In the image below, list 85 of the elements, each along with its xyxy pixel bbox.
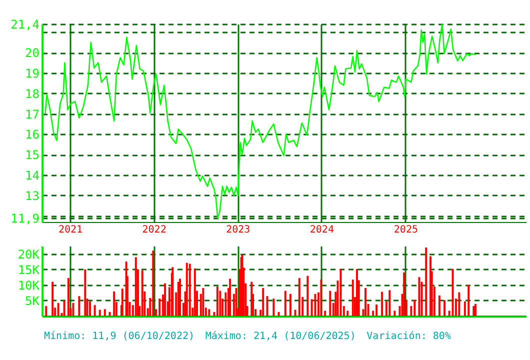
bar — [152, 250, 154, 316]
bar — [438, 295, 440, 316]
bar — [425, 248, 428, 316]
x-tick-label: 2021 — [58, 224, 83, 236]
bar — [294, 310, 296, 316]
bar — [468, 284, 470, 316]
bar — [188, 264, 191, 316]
text: Máximo: 21,4 (10/06/2025) — [205, 331, 356, 342]
y-tick-label: 17 — [25, 107, 40, 122]
y-tick-label: 18 — [25, 86, 40, 101]
bar — [194, 268, 196, 316]
bar — [284, 290, 286, 316]
y-tick-label: 15K — [18, 262, 40, 277]
bar — [474, 304, 476, 316]
bar — [298, 278, 300, 316]
bar — [84, 269, 86, 316]
bar — [278, 312, 280, 316]
y-tick-label: 11,9 — [10, 211, 40, 226]
y-tick-label: 13 — [25, 188, 40, 203]
y-tick-label: 15 — [25, 148, 40, 162]
bar — [394, 310, 396, 316]
text: Variación: 80% — [366, 331, 451, 342]
bar — [208, 309, 210, 316]
bar — [186, 262, 188, 316]
bar — [98, 310, 101, 316]
bar — [164, 283, 166, 316]
bar — [324, 310, 326, 316]
y-tick-label: 16 — [25, 128, 40, 142]
bar — [57, 302, 60, 316]
bar — [306, 276, 309, 316]
bar — [414, 300, 416, 316]
bar — [289, 294, 292, 316]
y-tick-label: 19 — [25, 66, 40, 80]
bar — [134, 257, 137, 316]
x-tick-label: 2024 — [310, 224, 334, 236]
line-series — [44, 23, 477, 219]
y-tick-label: 20K — [18, 247, 40, 262]
y-tick-label: 10K — [18, 278, 40, 292]
y-tick-label: 21,4 — [10, 18, 40, 32]
bar — [229, 278, 232, 316]
x-tick-label: 2022 — [142, 224, 166, 236]
bar — [403, 272, 406, 316]
bar — [104, 309, 106, 316]
bar — [381, 292, 384, 316]
bar — [388, 290, 391, 316]
bar — [452, 269, 454, 316]
bar — [141, 270, 144, 316]
bar — [121, 288, 124, 316]
bar — [266, 296, 268, 316]
bar — [78, 296, 80, 316]
bar — [224, 292, 227, 316]
x-tick-label: 2023 — [226, 224, 250, 236]
bar — [158, 298, 161, 316]
bar — [72, 302, 74, 316]
x-tick-label: 2025 — [394, 224, 418, 236]
bar — [216, 286, 218, 316]
y-tick-label: 14 — [25, 168, 40, 183]
y-tick-label: 20 — [25, 46, 40, 60]
bar — [472, 306, 475, 316]
bar — [458, 292, 460, 316]
bar — [320, 280, 322, 316]
bar — [272, 298, 275, 316]
bar — [443, 300, 446, 316]
bar — [172, 267, 174, 316]
bar — [352, 280, 354, 316]
bar — [262, 288, 264, 316]
bar — [340, 269, 342, 316]
bar — [52, 282, 54, 316]
bar — [108, 312, 111, 316]
text: Mínimo: 11,9 (06/10/2022) — [44, 331, 195, 342]
bar — [88, 301, 91, 316]
bar — [418, 277, 420, 316]
bar — [314, 294, 316, 316]
bar — [356, 269, 358, 316]
bar — [202, 288, 204, 316]
bar — [364, 288, 367, 316]
bar — [329, 290, 332, 316]
bar — [94, 305, 96, 316]
bar — [219, 290, 222, 316]
bar — [67, 278, 70, 316]
y-tick-label: 5K — [25, 294, 40, 308]
bar — [113, 291, 116, 316]
bar — [178, 278, 181, 316]
bar — [376, 304, 378, 316]
bar — [45, 306, 48, 316]
